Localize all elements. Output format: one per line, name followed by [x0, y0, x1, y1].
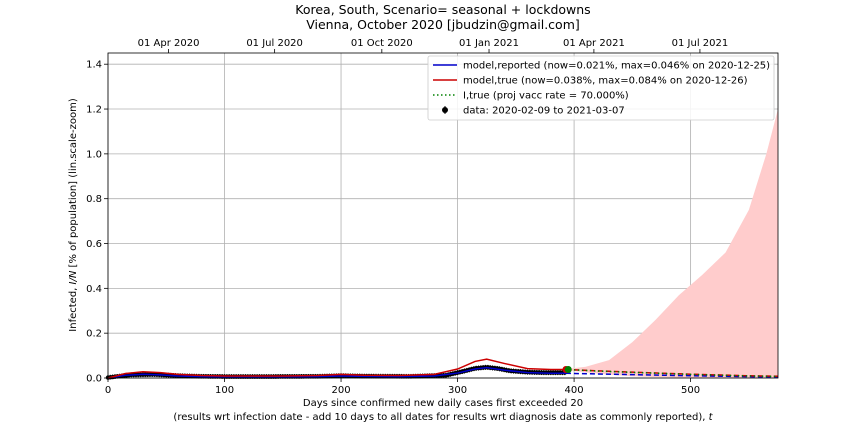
endpoint-marker: [564, 365, 572, 373]
legend: model,reported (now=0.021%, max=0.046% o…: [427, 55, 775, 121]
y-axis-ticks: 0.0 0.2 0.4 0.6 0.8 1.0 1.2 1.4: [86, 60, 108, 385]
y-axis-label-var: I/N: [68, 270, 79, 284]
legend-swatch: [442, 107, 448, 113]
projection-band: [565, 109, 778, 378]
y-tick-label: 0.8: [86, 194, 102, 205]
legend-label: model,reported (now=0.021%, max=0.046% o…: [463, 61, 770, 72]
x-tick-label: 400: [565, 385, 584, 396]
endpoint-markers: [562, 365, 572, 373]
top-tick-label: 01 Jul 2020: [246, 38, 303, 49]
chart-title: Korea, South, Scenario= seasonal + lockd…: [295, 2, 590, 17]
x-tick-label: 300: [448, 385, 467, 396]
legend-label: data: 2020-02-09 to 2021-03-07: [463, 106, 625, 117]
x-axis-label: Days since confirmed new daily cases fir…: [303, 398, 583, 409]
projection-band-area: [565, 109, 778, 378]
top-tick-label: 01 Apr 2021: [563, 38, 625, 49]
top-tick-label: 01 Oct 2020: [351, 38, 413, 49]
top-tick-label: 01 Jul 2021: [672, 38, 729, 49]
plot-frame: [107, 52, 779, 379]
chart-subtitle: Vienna, October 2020 [jbudzin@gmail.com]: [306, 17, 580, 32]
x-tick-label: 100: [215, 385, 234, 396]
y-axis-label-post: [% of population] (lin.scale-zoom): [68, 98, 79, 267]
y-tick-label: 0.4: [86, 284, 102, 295]
data-points: [105, 364, 567, 380]
x-axis-ticks: 0 100 200 300 400 500: [105, 378, 700, 396]
x-axis-label-2: (results wrt infection date - add 10 day…: [173, 412, 713, 423]
top-tick-label: 01 Apr 2020: [138, 38, 200, 49]
x-tick-label: 500: [681, 385, 700, 396]
series-lines: [107, 358, 779, 379]
y-tick-label: 1.0: [86, 149, 102, 160]
top-tick-label: 01 Jan 2021: [459, 38, 519, 49]
x-axis-label-2-text: (results wrt infection date - add 10 day…: [173, 412, 705, 423]
y-tick-label: 0.0: [86, 374, 102, 385]
y-tick-label: 1.2: [86, 105, 102, 116]
y-tick-label: 0.6: [86, 239, 102, 250]
y-tick-label: 1.4: [86, 60, 102, 71]
legend-box: [427, 55, 775, 121]
legend-label: I,true (proj vacc rate = 70.000%): [463, 91, 629, 102]
legend-label: model,true (now=0.038%, max=0.084% on 20…: [463, 76, 748, 87]
x-tick-label: 0: [105, 385, 111, 396]
y-tick-label: 0.2: [86, 329, 102, 340]
y-axis-label-pre: Infected,: [68, 288, 79, 332]
series-line: [107, 358, 566, 379]
series-line: [107, 366, 566, 379]
x-tick-label: 200: [331, 385, 350, 396]
series-line: [565, 368, 779, 377]
series-line: [565, 372, 779, 378]
top-date-axis-ticks: 01 Apr 2020 01 Jul 2020 01 Oct 2020 01 Jan …: [138, 38, 729, 53]
y-axis-label: Infected, I/N [% of population] (lin.sca…: [68, 98, 79, 332]
x-axis-label-2-var: t: [709, 412, 714, 423]
